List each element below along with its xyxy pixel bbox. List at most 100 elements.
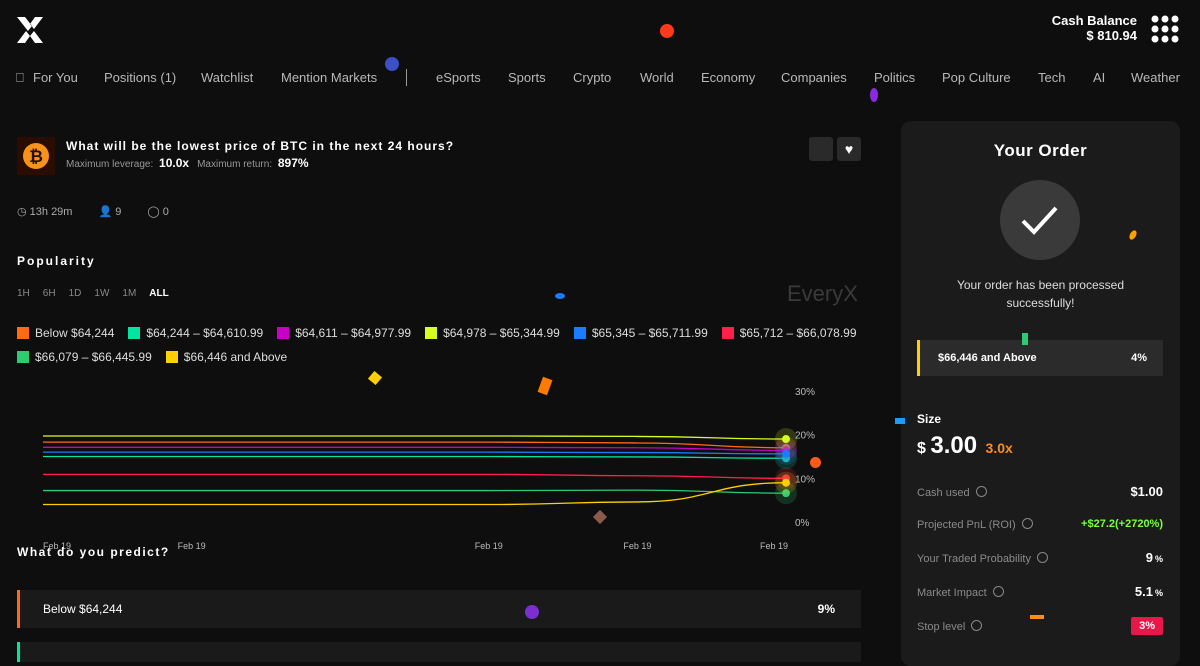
nav-item[interactable]: Tech: [1038, 70, 1066, 85]
popularity-title: Popularity: [17, 254, 96, 268]
order-message: Your order has been processed successful…: [956, 278, 1124, 310]
legend-item[interactable]: $66,446 and Above: [165, 350, 287, 364]
option-row[interactable]: [17, 642, 861, 662]
option-label: Below $64,244: [43, 602, 123, 616]
cash-label: Cash Balance: [1051, 13, 1137, 28]
info-icon[interactable]: [1036, 552, 1048, 563]
legend-item[interactable]: $65,712 – $66,078.99: [721, 326, 857, 340]
row-label: Stop level: [917, 620, 983, 633]
x-tick-label: Feb 19: [623, 541, 651, 551]
range-tab[interactable]: 1W: [94, 288, 110, 299]
selected-label: $66,446 and Above: [938, 352, 1037, 364]
nav-item[interactable]: Politics: [874, 70, 916, 85]
info-icon[interactable]: [1021, 518, 1033, 529]
legend-item[interactable]: $66,079 – $66,445.99: [17, 350, 152, 364]
legend-item[interactable]: Below $64,244: [17, 326, 114, 340]
nav-icon: ⎕: [16, 70, 24, 85]
range-tab[interactable]: 1M: [122, 288, 137, 299]
option-value: 9%: [817, 602, 835, 616]
nav-item[interactable]: Economy: [701, 70, 756, 85]
series-line: [42, 482, 787, 506]
info-icon[interactable]: [975, 486, 987, 497]
row-value-text: +$27.2(+2720%): [1081, 518, 1163, 530]
row-value-text: 5.1: [1134, 584, 1153, 599]
size: $ 3.00 3.0x: [917, 432, 1013, 460]
row-value-text: $1.00: [1130, 484, 1163, 499]
legend-swatch: [425, 327, 438, 339]
nav-item[interactable]: Companies: [781, 70, 847, 85]
nav-item[interactable]: Mention Markets: [281, 70, 378, 85]
order-title: Your Order: [993, 141, 1088, 160]
participants: 9: [115, 206, 122, 218]
selected-option: $66,446 and Above 4%: [917, 340, 1163, 376]
nav-item[interactable]: For You: [33, 70, 78, 85]
option-row[interactable]: Below $64,244 9%: [17, 590, 861, 628]
range-tab[interactable]: 1H: [17, 288, 30, 299]
size-label: Size: [917, 412, 942, 426]
nav-item[interactable]: World: [640, 70, 674, 85]
legend-label: $65,345 – $65,711.99: [591, 326, 708, 340]
nav-item[interactable]: Pop Culture: [942, 70, 1011, 85]
market-meta: ◷ 13h 29m 👤 9 ◯ 0: [17, 206, 169, 218]
info-icon[interactable]: [971, 620, 983, 631]
legend-swatch: [721, 327, 734, 339]
size-currency: $: [917, 440, 926, 457]
nav-item[interactable]: eSports: [436, 70, 481, 85]
return-label: Maximum return:: [197, 159, 273, 170]
chart: 0% 10% 20% 30% Feb 19 Feb 19 Feb 19 Feb 19 Feb 1…: [42, 387, 815, 551]
series-line: [43, 446, 787, 452]
share-button[interactable]: [809, 137, 833, 161]
end-point: [782, 449, 790, 458]
row-label: Market Impact: [917, 586, 1004, 599]
leverage-label: Maximum leverage:: [66, 159, 154, 170]
y-tick-label: 20%: [795, 431, 815, 442]
nav-item[interactable]: Positions (1): [104, 70, 177, 85]
row-label-text: Projected PnL (ROI): [917, 519, 1016, 531]
end-point: [782, 478, 790, 487]
row-label: Cash used: [917, 486, 987, 499]
legend-label: $64,244 – $64,610.99: [146, 326, 264, 340]
legend: Below $64,244 $64,244 – $64,610.99 $64,611…: [17, 326, 877, 364]
cash-balance: Cash Balance $ 810.94: [1052, 13, 1137, 43]
row-label-text: Market Impact: [917, 587, 987, 599]
legend-label: Below $64,244: [35, 326, 115, 340]
x-tick-label: Feb 19: [760, 541, 788, 551]
favorite-button[interactable]: ♥: [837, 137, 861, 161]
legend-swatch: [17, 327, 29, 339]
series-line: [43, 455, 787, 459]
series-line: [43, 489, 787, 494]
row-label-text: Stop level: [917, 621, 966, 633]
logo[interactable]: [14, 14, 46, 46]
y-tick-label: 10%: [795, 474, 815, 485]
row-value-text: 3%: [1139, 620, 1155, 632]
series-line: [43, 451, 787, 455]
nav-item[interactable]: Sports: [508, 70, 546, 85]
legend-item[interactable]: $65,345 – $65,711.99: [573, 326, 708, 340]
legend-item[interactable]: $64,978 – $65,344.99: [425, 326, 560, 340]
row-value-text: 9: [1145, 550, 1153, 565]
series-line: [43, 435, 787, 440]
range-tab[interactable]: 1D: [68, 288, 82, 299]
return: 897%: [277, 156, 309, 170]
menu-icon[interactable]: [1150, 14, 1180, 44]
legend-item[interactable]: $64,244 – $64,610.99: [128, 326, 263, 340]
legend-swatch: [573, 327, 586, 339]
range-tab[interactable]: ALL: [149, 288, 169, 299]
x-tick-label: Feb 19: [178, 541, 206, 551]
row-value: 3%: [1131, 617, 1163, 635]
legend-item[interactable]: $64,611 – $64,977.99: [277, 326, 411, 340]
nav-item[interactable]: Crypto: [573, 70, 612, 85]
nav-item[interactable]: Watchlist: [201, 70, 254, 85]
range-tab[interactable]: 6H: [42, 288, 56, 299]
svg-text:₿: ₿: [29, 147, 43, 166]
nav-item[interactable]: AI: [1093, 70, 1106, 85]
market-stats: Maximum leverage: 10.0x Maximum return: 8…: [66, 156, 309, 170]
leverage: 10.0x: [159, 156, 190, 170]
row-unit: %: [1154, 588, 1163, 598]
info-icon[interactable]: [992, 586, 1004, 597]
market-icon: ₿: [17, 137, 55, 175]
comments: 0: [162, 206, 169, 218]
cash-value: $ 810.94: [1086, 28, 1137, 43]
nav-item[interactable]: Weather: [1131, 70, 1180, 85]
